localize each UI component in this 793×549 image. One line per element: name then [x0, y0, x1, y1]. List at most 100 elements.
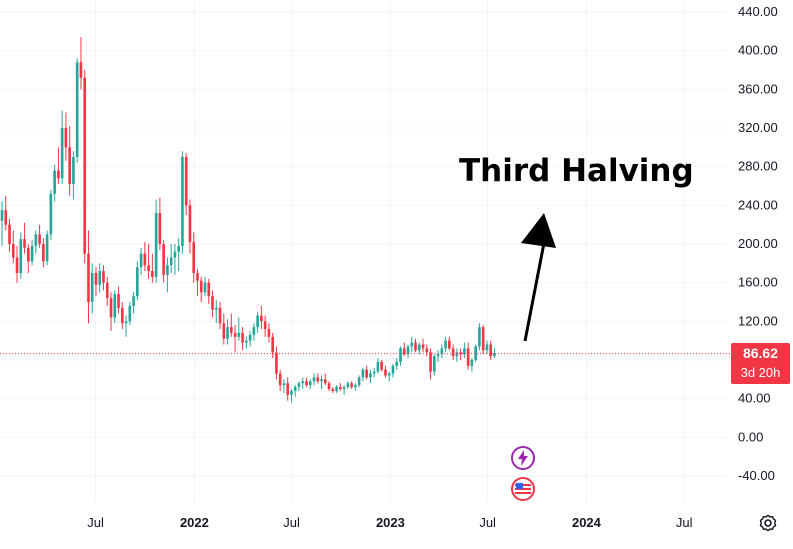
candle	[425, 344, 429, 357]
candle-body	[493, 353, 496, 357]
candle	[308, 379, 312, 389]
candle	[229, 313, 233, 337]
candle	[406, 344, 410, 359]
candle	[151, 253, 154, 283]
candle-body	[8, 224, 11, 244]
candle	[316, 373, 320, 384]
candle-body	[391, 365, 395, 374]
candle-body	[354, 385, 357, 388]
candle	[350, 381, 353, 389]
candle	[136, 261, 139, 301]
candle-body	[214, 307, 218, 310]
candle	[402, 342, 406, 357]
y-tick-label: 0.00	[738, 429, 763, 444]
candle-body	[128, 305, 132, 322]
candle-body	[369, 373, 372, 378]
candle	[203, 276, 207, 297]
y-axis[interactable]: 440.00 400.00 360.00 320.00 280.00 240.00 200.…	[738, 4, 778, 483]
candle-body	[117, 294, 120, 308]
candle-body	[481, 327, 485, 351]
candle-body	[440, 348, 444, 355]
candle-body	[365, 369, 368, 378]
x-axis[interactable]: Jul 2022 Jul 2023 Jul 2024 Jul	[87, 515, 692, 530]
candle	[42, 238, 45, 268]
y-tick-label: 120.00	[738, 313, 778, 328]
candle-body	[154, 213, 158, 277]
candle-body	[42, 244, 45, 262]
candle-body	[30, 245, 34, 262]
candle	[372, 367, 376, 378]
candle-body	[470, 360, 474, 366]
candle	[391, 363, 395, 378]
candle-body	[256, 315, 259, 328]
candle	[267, 323, 271, 343]
candle-body	[485, 344, 489, 351]
candle	[26, 244, 30, 273]
us-flag-icon[interactable]	[511, 477, 535, 501]
candle	[282, 379, 286, 393]
candle-body	[177, 245, 181, 252]
candle-body	[245, 340, 248, 343]
candle-body	[402, 348, 406, 355]
candle-body	[410, 342, 414, 347]
candle-body	[169, 257, 173, 266]
candle	[278, 369, 282, 391]
candle	[64, 112, 68, 161]
bar-countdown: 3d 20h	[740, 365, 781, 380]
candle-body	[248, 334, 252, 341]
candle	[489, 340, 493, 360]
candle	[335, 385, 338, 393]
candle-body	[436, 354, 440, 357]
candle	[147, 244, 150, 279]
y-tick-label: 40.00	[738, 391, 771, 406]
candle-body	[421, 344, 425, 349]
candle-body	[275, 352, 278, 374]
candle	[177, 238, 181, 272]
candle-body	[263, 321, 267, 330]
candle-body	[466, 348, 470, 366]
candle-body	[301, 381, 305, 384]
candle	[485, 340, 489, 355]
candle-body	[34, 234, 38, 246]
candle-body	[26, 247, 30, 262]
candle	[365, 365, 368, 380]
candle	[38, 224, 41, 248]
candle-body	[399, 348, 402, 362]
candle-body	[0, 210, 4, 221]
candle	[79, 37, 83, 90]
candle	[481, 325, 485, 355]
candle-body	[45, 234, 49, 262]
gear-icon[interactable]	[759, 514, 777, 532]
candle-body	[406, 346, 410, 355]
candle	[444, 336, 447, 353]
candle-body	[463, 348, 466, 355]
candle	[470, 358, 474, 372]
candle-body	[181, 157, 184, 246]
candle-body	[387, 373, 391, 376]
candle	[60, 110, 64, 185]
candle	[387, 371, 391, 382]
candle-body	[335, 387, 338, 391]
x-tick-label: Jul	[87, 515, 104, 530]
candle-body	[448, 340, 451, 349]
candle	[124, 315, 128, 337]
candle-body	[395, 361, 399, 366]
candle-body	[192, 242, 196, 273]
candle-body	[267, 329, 271, 337]
y-tick-label: 160.00	[738, 275, 778, 290]
candle-body	[278, 373, 282, 386]
candle-body	[184, 157, 188, 206]
candle	[154, 199, 158, 283]
candle	[256, 311, 259, 333]
candle	[0, 201, 4, 246]
candle	[181, 151, 184, 254]
candle	[53, 164, 56, 202]
candle	[245, 336, 248, 349]
annotation-arrow	[521, 213, 556, 342]
candle-body	[166, 265, 169, 275]
candle-body	[417, 344, 421, 351]
candle	[271, 332, 274, 359]
event-lightning-icon[interactable]	[511, 446, 535, 470]
candle-body	[90, 273, 94, 302]
